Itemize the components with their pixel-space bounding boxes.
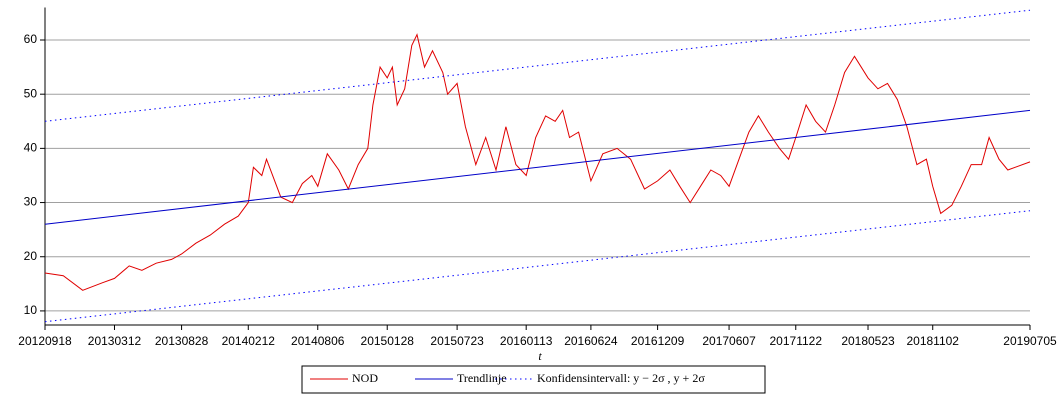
- y-tick-label: 40: [24, 141, 38, 155]
- series-line: [44, 109, 1031, 225]
- x-tick-label: 20170607: [702, 334, 756, 348]
- x-tick-label: 20150128: [361, 334, 415, 348]
- x-axis-label: t: [538, 349, 542, 363]
- x-tick-label: 20150723: [430, 334, 484, 348]
- x-tick-label: 20130828: [155, 334, 209, 348]
- x-tick-label: 20190705: [1003, 334, 1057, 348]
- x-tick-label: 20180523: [841, 334, 895, 348]
- legend-label: Konfidensintervall: y − 2σ , y + 2σ: [537, 371, 705, 385]
- x-tick-label: 20120918: [18, 334, 72, 348]
- legend-box: [301, 365, 766, 394]
- x-tick-label: 20140212: [222, 334, 276, 348]
- legend-label: Trendlinje: [457, 371, 507, 385]
- y-tick-label: 50: [24, 86, 38, 100]
- x-tick-label: 20130312: [88, 334, 142, 348]
- x-tick-label: 20181102: [906, 334, 959, 348]
- legend-label: NOD: [352, 371, 378, 385]
- x-tick-label: 20171122: [770, 334, 823, 348]
- y-tick-label: 30: [24, 195, 38, 209]
- y-tick-label: 60: [24, 32, 38, 46]
- y-tick-label: 20: [24, 249, 38, 263]
- x-tick-label: 20140806: [291, 334, 345, 348]
- x-tick-label: 20160113: [500, 334, 553, 348]
- x-tick-label: 20161209: [631, 334, 685, 348]
- y-tick-label: 10: [24, 303, 38, 317]
- series-line: [44, 210, 1031, 323]
- series-line: [44, 33, 1031, 291]
- series-line: [44, 9, 1031, 122]
- x-tick-label: 20160624: [564, 334, 618, 348]
